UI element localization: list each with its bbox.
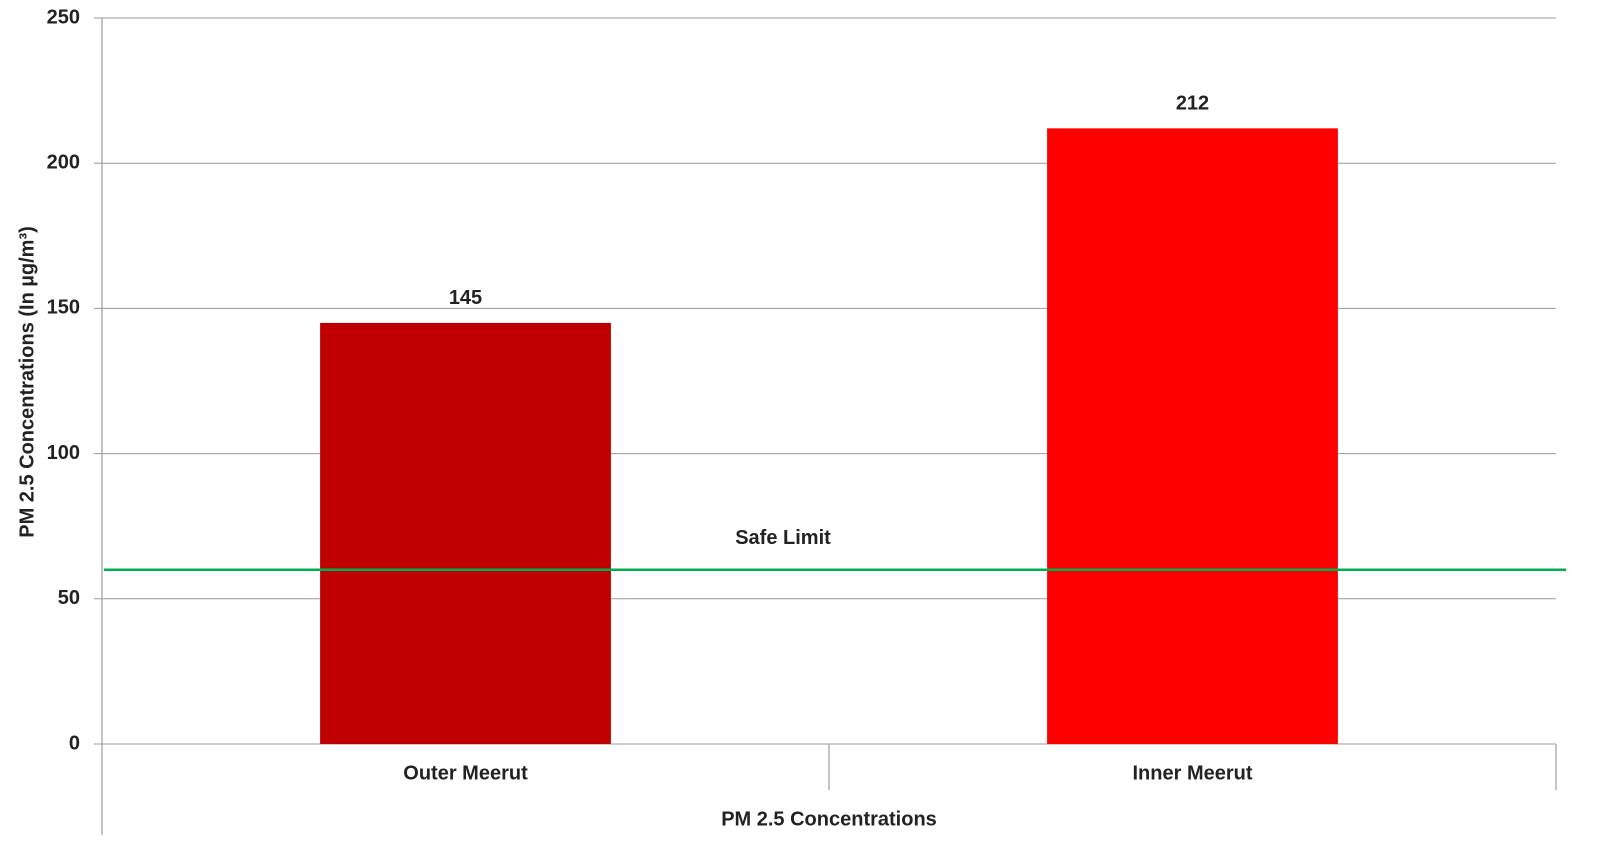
x-axis-title: PM 2.5 Concentrations [721,808,937,830]
y-tick-label: 0 [69,732,80,754]
y-tick-label: 50 [58,587,80,609]
bar [320,322,611,744]
x-tick-label: Outer Meerut [403,762,528,784]
reference-label: Safe Limit [735,527,831,549]
x-tick-label: Inner Meerut [1132,762,1252,784]
data-label: 145 [449,287,482,309]
bar [1047,128,1338,745]
y-tick-label: 150 [47,297,80,319]
y-tick-label: 200 [47,151,80,173]
data-label: 212 [1176,93,1209,115]
y-axis-title: PM 2.5 Concentrations (In µg/m³) [16,226,38,538]
y-tick-label: 100 [47,442,80,464]
y-tick-label: 250 [47,6,80,28]
